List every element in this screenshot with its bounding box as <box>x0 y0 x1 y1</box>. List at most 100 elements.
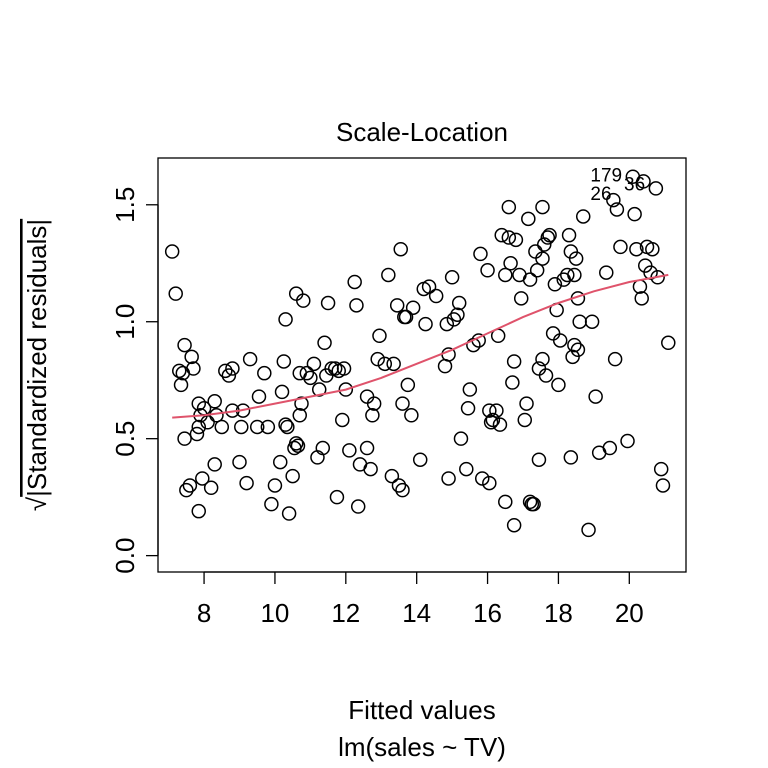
data-point <box>466 337 481 353</box>
data-point <box>441 471 456 486</box>
data-point <box>505 375 520 390</box>
y-tick-label-group: 0.5 <box>110 421 140 457</box>
data-point <box>453 431 469 446</box>
data-point <box>191 503 207 519</box>
data-point <box>501 230 517 245</box>
data-point <box>563 450 579 465</box>
y-axis-label-group: √|Standardized residuals| <box>22 219 52 511</box>
data-point <box>535 251 550 266</box>
data-point <box>517 412 533 428</box>
y-tick-label: 1.0 <box>110 304 140 340</box>
data-point <box>315 440 331 456</box>
data-point <box>450 307 465 322</box>
data-point <box>400 377 416 393</box>
data-point <box>538 368 554 383</box>
data-point <box>311 382 327 397</box>
data-point <box>278 417 293 432</box>
data-point <box>299 365 315 381</box>
data-point <box>627 206 642 222</box>
data-point <box>535 199 550 215</box>
data-point <box>575 209 591 224</box>
data-point <box>540 230 556 245</box>
data-point <box>482 403 497 418</box>
data-point <box>320 295 336 311</box>
data-point <box>531 452 547 467</box>
data-point <box>359 440 375 456</box>
data-point <box>661 335 676 351</box>
data-point <box>645 241 660 257</box>
data-point <box>168 286 183 301</box>
data-point <box>189 426 205 442</box>
data-point <box>462 382 478 397</box>
data-point <box>338 382 354 397</box>
data-point <box>251 389 267 404</box>
point-label: 26 <box>590 184 611 205</box>
data-point <box>377 356 393 372</box>
data-point <box>568 251 584 266</box>
data-point <box>281 506 297 521</box>
data-point <box>207 394 222 409</box>
data-point <box>395 482 410 498</box>
data-point <box>501 199 517 215</box>
data-point <box>381 267 396 283</box>
x-tick-label: 18 <box>544 598 573 628</box>
y-tick-label: 0.5 <box>110 421 140 457</box>
data-point <box>294 396 309 411</box>
data-point <box>172 363 187 379</box>
data-point <box>613 239 628 255</box>
data-point <box>359 389 375 404</box>
data-point <box>634 291 649 306</box>
data-point <box>398 309 414 325</box>
data-point <box>327 361 343 376</box>
data-point <box>522 272 538 287</box>
data-point <box>506 517 522 533</box>
data-point <box>177 431 192 446</box>
data-point <box>545 326 561 341</box>
data-point <box>519 396 534 411</box>
data-point <box>526 496 541 512</box>
x-tick-label: 10 <box>260 598 289 628</box>
data-point <box>609 202 625 217</box>
data-point <box>317 335 332 351</box>
data-point <box>567 337 582 353</box>
data-point <box>485 412 501 428</box>
data-point <box>460 401 476 416</box>
data-point <box>336 361 352 376</box>
y-tick-label-group: 1.5 <box>110 187 140 223</box>
y-tick-label: 1.5 <box>110 187 140 223</box>
data-point <box>405 300 421 315</box>
data-point <box>288 286 304 301</box>
data-point <box>473 246 488 262</box>
data-point <box>363 461 378 477</box>
y-axis-label: √|Standardized residuals| <box>22 219 52 511</box>
y-tick-label: 0.0 <box>110 538 140 574</box>
data-point <box>551 377 566 393</box>
y-axis: 0.0 0.5 1.0 1.5 <box>110 187 159 574</box>
data-point <box>350 499 366 514</box>
data-point <box>404 408 419 423</box>
x-axis-label: Fitted values <box>348 695 495 725</box>
data-point <box>391 478 407 493</box>
data-point <box>572 314 587 329</box>
x-tick-label: 8 <box>197 598 211 628</box>
data-point <box>451 295 467 311</box>
data-point <box>366 396 382 411</box>
data-point <box>395 396 410 411</box>
data-point <box>567 267 582 283</box>
x-tick-label: 12 <box>331 598 360 628</box>
smooth-line <box>172 273 669 419</box>
point-label: 179 <box>590 165 622 186</box>
data-point <box>561 227 577 243</box>
data-point <box>372 328 387 344</box>
data-point <box>191 419 207 435</box>
data-point <box>552 333 568 348</box>
data-point <box>191 396 207 411</box>
data-point <box>482 475 497 491</box>
data-point <box>386 356 401 372</box>
data-point <box>607 351 623 367</box>
data-point <box>370 351 385 367</box>
data-point <box>306 356 322 372</box>
data-point <box>584 314 600 329</box>
data-point <box>296 293 311 308</box>
data-point <box>207 457 222 472</box>
